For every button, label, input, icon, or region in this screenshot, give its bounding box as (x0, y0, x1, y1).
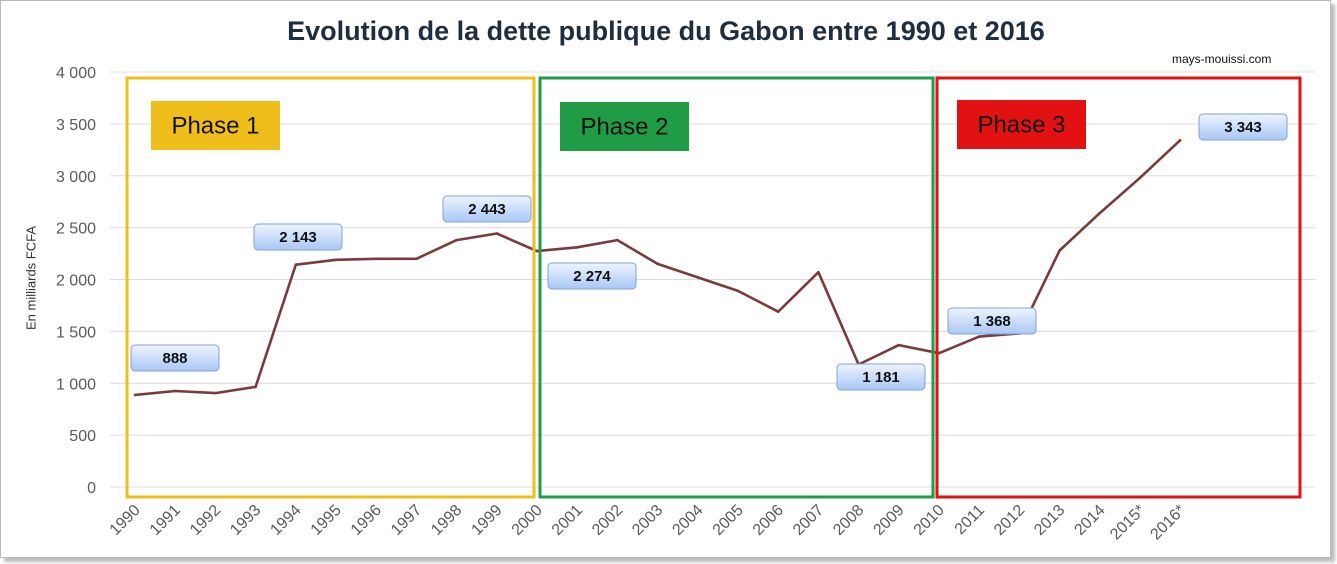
data-label-box (253, 223, 343, 251)
x-tick-label: 1994 (267, 502, 304, 539)
data-point (214, 391, 217, 395)
data-labels: 888 2 143 2 443 2 274 1 181 1 368 3 343 (130, 113, 1288, 391)
x-tick-label: 1997 (388, 502, 425, 539)
data-point (133, 393, 137, 397)
phase-label: Phase 3 (977, 112, 1065, 139)
data-point (656, 262, 659, 266)
phase-label-box (957, 100, 1086, 149)
phase-label-box (151, 101, 280, 150)
y-axis-ticks: 0 500 1 000 1 500 2 000 2 500 3 000 3 500 4 000 (56, 65, 96, 497)
data-label: 2 443 (468, 201, 506, 218)
y-tick-label: 3 000 (56, 169, 96, 186)
data-point (415, 257, 418, 261)
x-tick-label: 2002 (589, 502, 626, 539)
data-point (977, 335, 981, 338)
y-tick-label: 4 000 (56, 65, 96, 82)
x-tick-label: 2011 (952, 502, 988, 538)
x-tick-label: 1993 (227, 502, 264, 539)
phase-label-box (560, 102, 689, 151)
data-point (1058, 249, 1061, 252)
data-point (575, 246, 579, 249)
data-label: 1 181 (862, 369, 900, 386)
data-point (334, 258, 338, 262)
data-label: 3 343 (1224, 119, 1262, 136)
x-axis-ticks: 1990 1991 1992 1993 1994 1995 1996 1997 1998 1999… (107, 502, 1189, 544)
x-tick-label: 2008 (830, 502, 867, 539)
data-point (736, 289, 740, 293)
data-label: 2 143 (279, 229, 317, 246)
x-tick-label: 2009 (870, 502, 907, 539)
x-tick-label: 2010 (911, 502, 948, 539)
data-point (616, 238, 619, 242)
x-tick-label: 2004 (669, 502, 706, 539)
data-point (535, 249, 539, 253)
x-tick-label: 2013 (1031, 502, 1068, 539)
data-point (696, 276, 700, 279)
data-label: 888 (162, 350, 187, 367)
phase-box (125, 76, 536, 499)
series-line-path (134, 139, 1182, 397)
y-tick-label: 2 500 (56, 221, 96, 238)
y-tick-label: 3 500 (56, 117, 96, 134)
x-tick-label: 1992 (187, 502, 224, 539)
data-point (817, 270, 820, 274)
data-label-box (947, 307, 1037, 335)
chart-title: Evolution de la dette publique du Gabon … (287, 16, 1045, 46)
x-tick-label: 2006 (750, 502, 787, 539)
x-tick-label: 1996 (348, 502, 385, 539)
x-tick-label: 1995 (308, 502, 345, 539)
data-label-box (1198, 113, 1288, 141)
data-label: 1 368 (973, 313, 1011, 330)
data-point (897, 343, 901, 347)
y-tick-label: 500 (69, 428, 96, 445)
data-label-box (836, 363, 926, 391)
x-tick-label: 1999 (468, 502, 505, 539)
y-tick-label: 1 000 (56, 376, 96, 393)
source-credit: mays-mouissi.com (1172, 52, 1272, 66)
phase-label: Phase 1 (171, 113, 259, 140)
data-point (1138, 176, 1142, 180)
y-tick-label: 0 (87, 480, 96, 497)
gridlines (110, 71, 1315, 488)
x-tick-label: 2001 (549, 502, 586, 539)
data-point (254, 385, 257, 389)
data-point (294, 263, 298, 266)
data-point (495, 232, 499, 235)
data-label-box (442, 195, 532, 223)
x-tick-label: 2005 (710, 502, 747, 539)
data-point (1178, 138, 1182, 142)
y-tick-label: 1 500 (56, 324, 96, 341)
x-tick-label: 1990 (107, 502, 144, 539)
phase-label: Phase 2 (580, 114, 668, 141)
x-tick-label: 2003 (629, 502, 666, 539)
x-tick-label: 2012 (991, 502, 1028, 539)
phase-boxes: Phase 1 Phase 2 Phase 3 (125, 76, 1302, 499)
phase-box (935, 76, 1302, 499)
data-point (455, 238, 458, 242)
x-tick-label: 2007 (790, 502, 827, 539)
y-tick-label: 2 000 (56, 273, 96, 290)
phase-box (538, 76, 935, 499)
x-tick-label: 2000 (509, 502, 546, 539)
x-tick-label: 2015* (1107, 502, 1149, 544)
x-tick-label: 1991 (147, 502, 184, 539)
data-point (776, 310, 780, 313)
data-point (374, 257, 378, 261)
data-label-box (547, 262, 637, 290)
x-tick-label: 1998 (428, 502, 465, 539)
series-line (133, 138, 1182, 397)
data-point (173, 389, 177, 393)
data-label-box (130, 344, 220, 372)
x-tick-label: 2014 (1071, 502, 1108, 539)
x-tick-label: 2016* (1147, 502, 1189, 544)
data-point (1098, 211, 1102, 215)
data-label: 2 274 (573, 268, 611, 285)
